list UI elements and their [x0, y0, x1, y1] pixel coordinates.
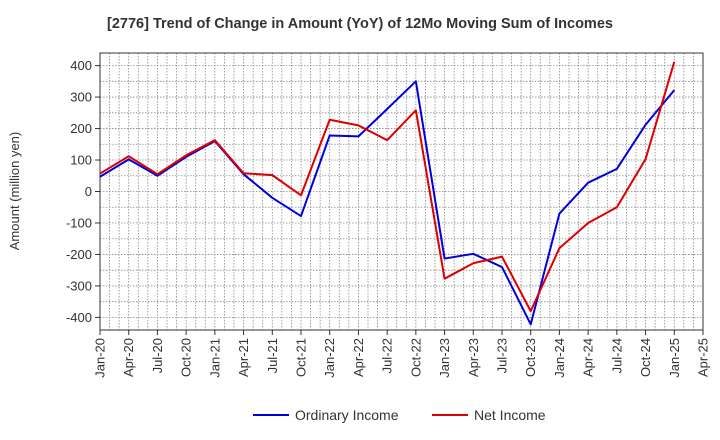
x-tick-label: Jan-22: [322, 338, 337, 378]
x-tick-label: Apr-20: [121, 338, 136, 377]
x-tick-label: Jul-20: [150, 338, 165, 373]
x-tick-label: Jan-21: [207, 338, 222, 378]
series-line-ordinary-income: [99, 80, 676, 326]
x-tick-label: Apr-24: [581, 338, 596, 377]
legend-label: Net Income: [474, 407, 546, 423]
y-tick-label: 300: [70, 90, 92, 105]
legend-item-ordinary-income[interactable]: Ordinary Income: [253, 407, 399, 423]
x-tick-label: Apr-25: [696, 338, 711, 377]
y-tick-label: -400: [66, 310, 92, 325]
x-tick-label: Oct-24: [638, 338, 653, 377]
y-tick-label: -100: [66, 215, 92, 230]
x-tick-label: Oct-23: [523, 338, 538, 377]
legend[interactable]: Ordinary Income Net Income: [253, 407, 546, 423]
x-tick-label: Jan-23: [437, 338, 452, 378]
x-tick-label: Jan-25: [667, 338, 682, 378]
x-axis-ticks: Jan-20 Apr-20 Jul-20 Oct-20 Jan-21 Apr-21 Jul-…: [93, 330, 711, 378]
series-layer: [99, 61, 676, 326]
chart-title: [2776] Trend of Change in Amount (YoY) o…: [107, 16, 613, 32]
y-tick-label: 400: [70, 58, 92, 73]
x-tick-label: Apr-23: [466, 338, 481, 377]
series-line-net-income: [99, 61, 676, 313]
legend-label: Ordinary Income: [295, 407, 399, 423]
legend-item-net-income[interactable]: Net Income: [432, 407, 546, 423]
y-tick-label: -300: [66, 278, 92, 293]
x-tick-label: Oct-21: [294, 338, 309, 377]
y-tick-label: 0: [85, 184, 92, 199]
x-tick-label: Jul-24: [609, 338, 624, 373]
y-tick-label: 100: [70, 153, 92, 168]
y-axis-ticks: 400 300 200 100 0 -100 -200 -300 -400: [66, 58, 100, 325]
x-tick-label: Jan-20: [93, 338, 108, 378]
x-tick-label: Jan-24: [552, 338, 567, 378]
x-tick-label: Jul-22: [380, 338, 395, 373]
x-tick-label: Oct-22: [408, 338, 423, 377]
x-tick-label: Apr-22: [351, 338, 366, 377]
y-tick-label: -200: [66, 247, 92, 262]
x-tick-label: Oct-20: [179, 338, 194, 377]
y-axis-title: Amount (million yen): [7, 132, 22, 251]
x-tick-label: Apr-21: [236, 338, 251, 377]
y-tick-label: 200: [70, 121, 92, 136]
x-tick-label: Jul-23: [495, 338, 510, 373]
x-tick-label: Jul-21: [265, 338, 280, 373]
